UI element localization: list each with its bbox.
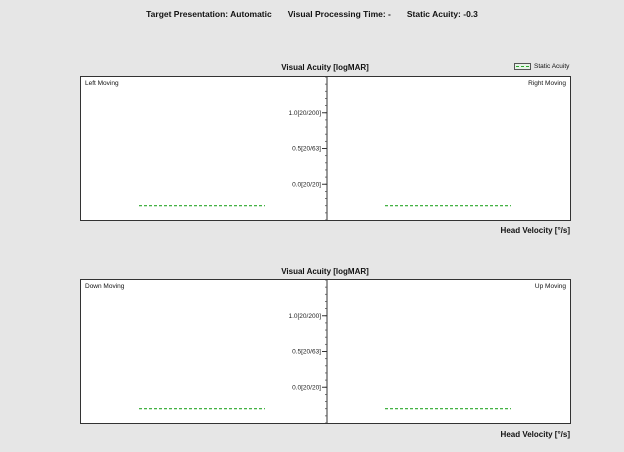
- chart-title-horizontal: Visual Acuity [logMAR]: [281, 63, 369, 72]
- chart-panel-horizontal: Left Moving Right Moving 1.0[20/200] 0.5[…: [80, 76, 571, 221]
- legend-label-static-acuity: Static Acuity: [534, 63, 570, 70]
- target-presentation-text: Target Presentation: Automatic: [146, 9, 272, 19]
- y-tick-label: 0.0[20/20]: [292, 384, 321, 391]
- chart-title-vertical: Visual Acuity [logMAR]: [281, 267, 369, 276]
- x-axis-label-horizontal: Head Velocity [°/s]: [500, 226, 570, 235]
- chart-plot-area: 1.0[20/200] 0.5[20/63] 0.0[20/20]: [139, 77, 511, 220]
- panel-label-down: Down Moving: [85, 283, 125, 290]
- x-axis-label-vertical: Head Velocity [°/s]: [500, 430, 570, 439]
- legend-swatch-static-acuity: [514, 63, 531, 70]
- panel-label-left: Left Moving: [85, 80, 119, 87]
- y-tick-label: 0.5[20/63]: [292, 146, 321, 153]
- panel-label-up: Up Moving: [534, 283, 566, 290]
- y-tick-label: 1.0[20/200]: [288, 110, 321, 117]
- y-tick-label: 0.5[20/63]: [292, 349, 321, 356]
- processing-time-text: Visual Processing Time: -: [287, 9, 391, 19]
- y-tick-label: 1.0[20/200]: [288, 313, 321, 320]
- chart-panel-vertical: Down Moving Up Moving 1.0[20/200] 0.5[20/…: [80, 279, 571, 424]
- chart-legend: Static Acuity: [514, 63, 569, 70]
- session-header: Target Presentation: Automatic Visual Pr…: [0, 9, 624, 19]
- panel-label-right: Right Moving: [528, 80, 566, 87]
- static-acuity-text: Static Acuity: -0.3: [406, 9, 478, 19]
- chart-plot-area: 1.0[20/200] 0.5[20/63] 0.0[20/20]: [139, 280, 511, 423]
- y-tick-label: 0.0[20/20]: [292, 181, 321, 188]
